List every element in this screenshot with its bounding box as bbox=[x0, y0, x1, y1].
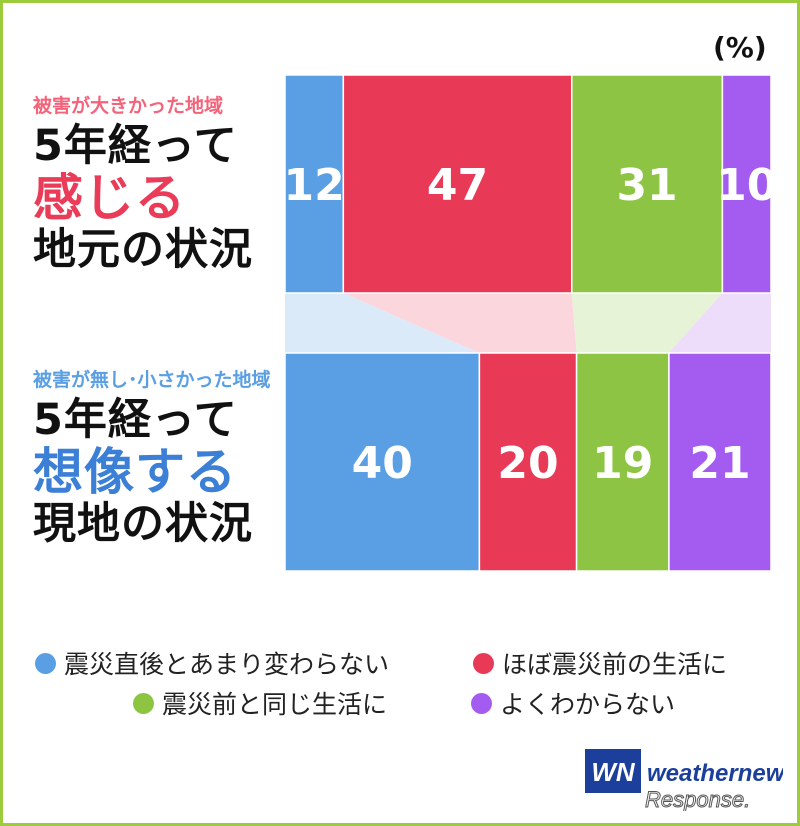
bar-segment bbox=[284, 74, 345, 294]
stacked-bar-chart: 12 47 31 10 40 20 19 21 bbox=[284, 74, 777, 572]
bar-value-label: 19 bbox=[592, 438, 653, 489]
row-line1-unaffected: 5年経って bbox=[33, 395, 238, 445]
legend-label: よくわからない bbox=[500, 690, 676, 719]
legend-label: ほぼ震災前の生活に bbox=[502, 650, 728, 679]
row-line1-affected: 5年経って bbox=[33, 121, 238, 171]
legend-item-unknown: よくわからない bbox=[471, 685, 675, 721]
legend-item-same-as-before: 震災前と同じ生活に bbox=[133, 685, 387, 721]
bar-value-label: 10 bbox=[716, 160, 777, 211]
legend-swatch-green bbox=[133, 692, 154, 714]
connector-band bbox=[571, 293, 723, 353]
legend-label: 震災前と同じ生活に bbox=[162, 690, 388, 719]
legend-label: 震災直後とあまり変わらない bbox=[64, 650, 390, 679]
connector-band bbox=[343, 293, 577, 353]
weathernews-response-logo: WN weathernews Response. bbox=[583, 745, 798, 813]
legend-item-almost-before: ほぼ震災前の生活に bbox=[473, 645, 727, 681]
legend-swatch-red bbox=[473, 652, 494, 674]
row-line3-unaffected: 現地の状況 bbox=[33, 499, 253, 550]
row-label-affected: 被害が大きかった地域 5年経って 感じる 地元の状況 bbox=[33, 91, 293, 275]
logo-mark: WN bbox=[591, 757, 636, 787]
legend-item-same-as-after: 震災直後とあまり変わらない bbox=[35, 645, 389, 681]
logo-name: weathernews bbox=[647, 760, 783, 787]
bar-value-label: 20 bbox=[497, 438, 558, 489]
bar-segment bbox=[721, 74, 772, 294]
legend-swatch-blue bbox=[35, 652, 56, 674]
row-emphasis-unaffected: 想像する bbox=[33, 443, 237, 502]
logo-sub: Response. bbox=[645, 787, 750, 811]
legend-swatch-purple bbox=[471, 692, 492, 714]
row-line3-affected: 地元の状況 bbox=[33, 225, 253, 276]
unit-label: (%) bbox=[713, 31, 767, 64]
bar-segment bbox=[478, 352, 578, 572]
row-emphasis-affected: 感じる bbox=[33, 169, 186, 228]
bar-value-label: 31 bbox=[616, 160, 677, 211]
bar-segment bbox=[342, 74, 573, 294]
connector-band bbox=[668, 293, 771, 353]
bar-value-label: 12 bbox=[284, 160, 345, 211]
bar-value-label: 21 bbox=[689, 438, 750, 489]
bar-value-label: 47 bbox=[427, 160, 488, 211]
row-caption-unaffected: 被害が無し･小さかった地域 bbox=[33, 369, 271, 391]
row-label-unaffected: 被害が無し･小さかった地域 5年経って 想像する 現地の状況 bbox=[33, 365, 293, 549]
row-caption-affected: 被害が大きかった地域 bbox=[33, 95, 224, 117]
bar-segment bbox=[570, 74, 724, 294]
bar-segment bbox=[668, 352, 772, 572]
bar-value-label: 40 bbox=[352, 438, 413, 489]
connector-band bbox=[285, 293, 480, 353]
bar-segment bbox=[575, 352, 670, 572]
